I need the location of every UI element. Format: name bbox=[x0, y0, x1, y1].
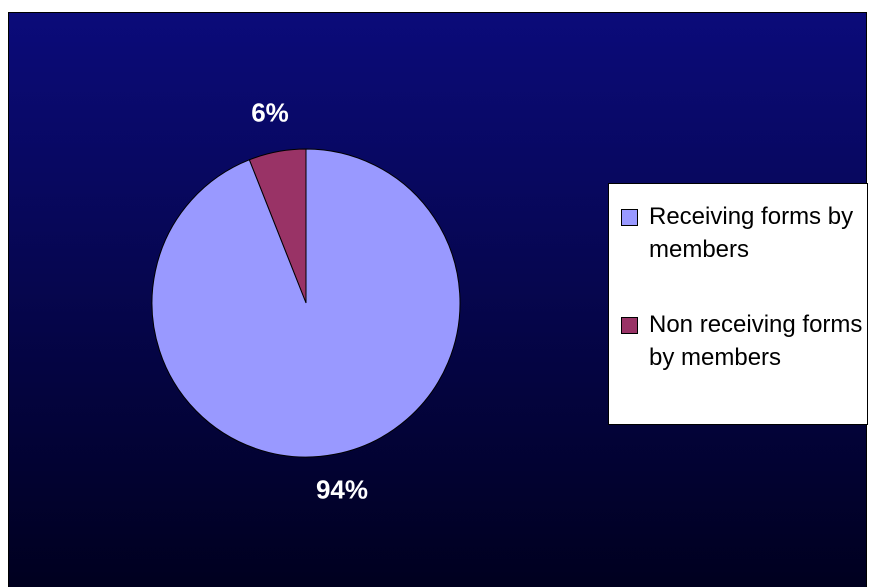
value-label-receiving: 94% bbox=[316, 474, 368, 504]
legend-label-receiving: Receiving forms by members bbox=[649, 203, 854, 263]
legend-swatch-non-receiving bbox=[621, 317, 638, 334]
pie-value-labels: 6% 94% bbox=[251, 97, 368, 504]
pie-slice-receiving bbox=[151, 148, 461, 458]
legend: Receiving forms by members Non receiving… bbox=[608, 183, 868, 425]
pie-slices bbox=[151, 148, 461, 458]
legend-swatch-receiving bbox=[621, 209, 638, 226]
value-label-non-receiving: 6% bbox=[251, 97, 289, 127]
legend-label-non-receiving: Non receiving forms by members bbox=[649, 311, 863, 371]
